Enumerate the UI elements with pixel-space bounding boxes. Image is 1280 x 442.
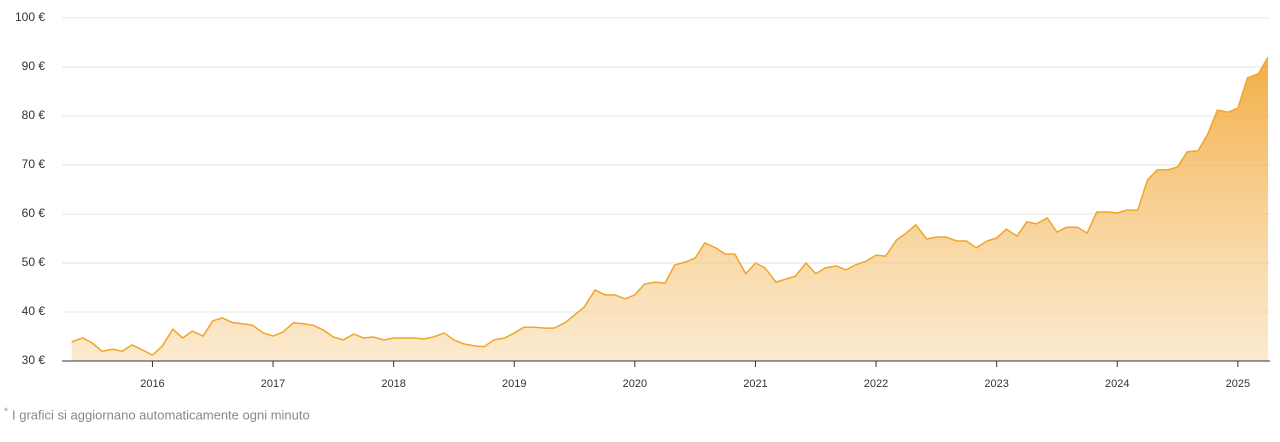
y-tick-label: 70 €: [22, 157, 46, 171]
x-tick-label: 2018: [381, 378, 405, 390]
footnote-marker: *: [4, 407, 8, 418]
x-tick-label: 2025: [1226, 378, 1250, 390]
area-fill: [71, 57, 1268, 361]
area-line: [71, 56, 1269, 356]
x-tick-label: 2017: [261, 378, 285, 390]
x-tick-label: 2021: [743, 378, 767, 390]
x-tick-label: 2016: [140, 378, 164, 390]
y-tick-label: 80 €: [22, 108, 46, 122]
y-tick-label: 50 €: [22, 255, 46, 269]
x-tick-label: 2022: [864, 378, 888, 390]
y-tick-label: 30 €: [22, 353, 46, 367]
x-tick-label: 2023: [984, 378, 1008, 390]
footnote: I grafici si aggiornano automaticamente …: [12, 407, 310, 422]
x-tick-label: 2024: [1105, 378, 1129, 390]
x-tick-label: 2020: [623, 378, 647, 390]
y-tick-label: 100 €: [15, 10, 45, 24]
y-tick-label: 60 €: [22, 206, 46, 220]
y-tick-label: 90 €: [22, 59, 46, 73]
x-tick-label: 2019: [502, 378, 526, 390]
y-tick-label: 40 €: [22, 304, 46, 318]
